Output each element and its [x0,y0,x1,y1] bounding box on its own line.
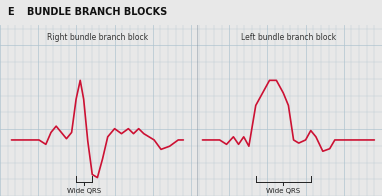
Text: E: E [7,7,13,17]
Text: Wide QRS: Wide QRS [67,188,101,194]
Text: Left bundle branch block: Left bundle branch block [241,33,336,42]
Text: Right bundle branch block: Right bundle branch block [47,33,148,42]
Text: BUNDLE BRANCH BLOCKS: BUNDLE BRANCH BLOCKS [27,7,167,17]
Text: Wide QRS: Wide QRS [266,188,300,194]
